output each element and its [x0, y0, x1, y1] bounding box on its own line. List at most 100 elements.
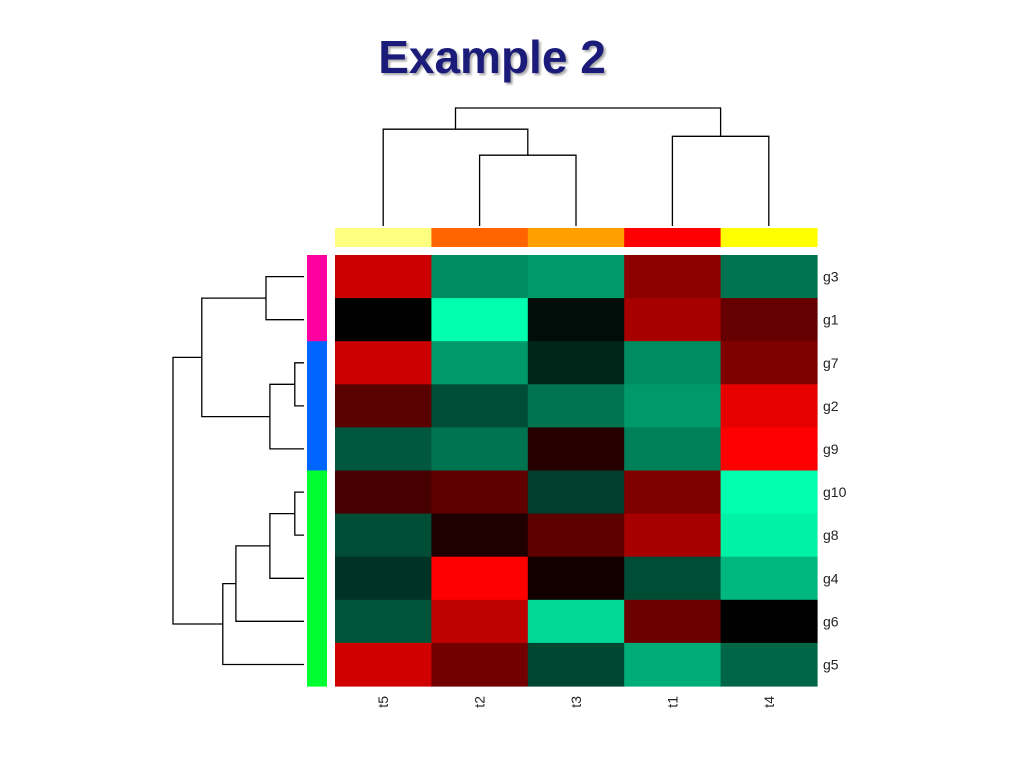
row-label: g8 — [823, 527, 839, 543]
dendrogram-link — [294, 491, 304, 536]
heatmap-cell — [431, 384, 529, 428]
heatmap-cell — [431, 341, 529, 385]
column-color-band — [431, 228, 529, 247]
dendrogram-link — [478, 154, 577, 226]
heatmap-cell — [335, 470, 432, 515]
heatmap-cell — [720, 298, 818, 342]
column-labels: t5 t2 t3 t1 t4 — [375, 696, 777, 708]
row-label: g7 — [823, 355, 839, 371]
row-dendrogram — [172, 275, 304, 666]
column-label: t3 — [568, 696, 584, 708]
heatmap-cell — [431, 470, 529, 515]
row-color-band — [307, 513, 327, 558]
dendrogram-link — [222, 582, 304, 666]
heatmap-cell — [624, 427, 722, 472]
column-label: t1 — [664, 696, 680, 708]
heatmap-cell — [720, 513, 818, 558]
row-color-band — [307, 384, 327, 428]
heatmap-cell — [624, 642, 722, 687]
heatmap-cell — [335, 384, 432, 428]
heatmap-cell — [527, 470, 625, 515]
heatmap-cell — [431, 599, 529, 644]
heatmap-cell — [720, 642, 818, 687]
row-label: g9 — [823, 441, 839, 457]
heatmap-cell — [624, 556, 722, 601]
heatmap-cell — [431, 556, 529, 601]
heatmap-cell — [431, 255, 529, 299]
column-label: t5 — [375, 696, 391, 708]
dendrogram-link — [382, 128, 529, 226]
heatmap-cell — [527, 384, 625, 428]
row-label: g2 — [823, 398, 839, 414]
heatmap-cell — [720, 556, 818, 601]
dendrogram-link — [201, 297, 270, 418]
dendrogram-link — [294, 362, 304, 407]
row-label: g5 — [823, 657, 839, 673]
row-label: g6 — [823, 613, 839, 629]
heatmap-cell — [527, 642, 625, 687]
heatmap-cell — [624, 470, 722, 515]
heatmap-cell — [431, 513, 529, 558]
dendrogram-link — [172, 356, 223, 625]
heatmap-cell — [335, 427, 432, 472]
row-color-band — [307, 642, 327, 687]
row-color-band — [307, 556, 327, 601]
heatmap-cell — [720, 599, 818, 644]
row-color-band — [307, 427, 327, 472]
heatmap-cell — [335, 341, 432, 385]
heatmap-cell — [335, 556, 432, 601]
column-color-band — [624, 228, 722, 247]
heatmap-cell — [431, 298, 529, 342]
heatmap-cell — [720, 255, 818, 299]
heatmap-cell — [527, 427, 625, 472]
heatmap-cell — [720, 384, 818, 428]
dendrogram-link — [671, 135, 770, 226]
heatmap-cell — [624, 341, 722, 385]
column-label: t4 — [761, 696, 777, 708]
row-labels: g3 g1 g7 g2 g9 g10 g8 g4 g6 g5 — [823, 269, 847, 673]
heatmap-cell — [624, 599, 722, 644]
heatmap-cell — [720, 427, 818, 472]
heatmap-cell — [527, 556, 625, 601]
row-color-band — [307, 341, 327, 385]
heatmap-cell — [624, 255, 722, 299]
row-label: g10 — [823, 484, 847, 500]
heatmap-cell — [335, 599, 432, 644]
row-color-band — [307, 599, 327, 644]
heatmap-cell — [335, 513, 432, 558]
heatmap-cell — [527, 298, 625, 342]
row-color-band — [307, 298, 327, 342]
heatmap-cell — [431, 642, 529, 687]
row-color-band — [307, 470, 327, 515]
heatmap-cell — [624, 298, 722, 342]
row-color-bar — [307, 255, 327, 687]
slide-title: Example 2 — [378, 31, 606, 83]
heatmap-cell — [527, 599, 625, 644]
heatmap-cell — [527, 341, 625, 385]
heatmap-cells — [335, 255, 818, 687]
column-dendrogram — [382, 107, 770, 226]
dendrogram-link — [454, 107, 722, 137]
column-color-band — [720, 228, 818, 247]
row-label: g4 — [823, 570, 839, 586]
heatmap-cell — [335, 255, 432, 299]
heatmap-cell — [335, 298, 432, 342]
heatmap-cell — [624, 384, 722, 428]
column-label: t2 — [472, 696, 488, 708]
row-label: g1 — [823, 312, 839, 328]
heatmap-cell — [527, 513, 625, 558]
dendrogram-link — [269, 383, 304, 450]
column-color-band — [335, 228, 432, 247]
dendrogram-link — [265, 275, 304, 321]
row-label: g3 — [823, 269, 839, 285]
heatmap-cell — [720, 470, 818, 515]
heatmap-cell — [335, 642, 432, 687]
heatmap-cell — [720, 341, 818, 385]
row-color-band — [307, 255, 327, 299]
heatmap-cell — [431, 427, 529, 472]
dendrogram-link — [269, 512, 304, 579]
heatmap-cell — [527, 255, 625, 299]
column-color-band — [527, 228, 625, 247]
